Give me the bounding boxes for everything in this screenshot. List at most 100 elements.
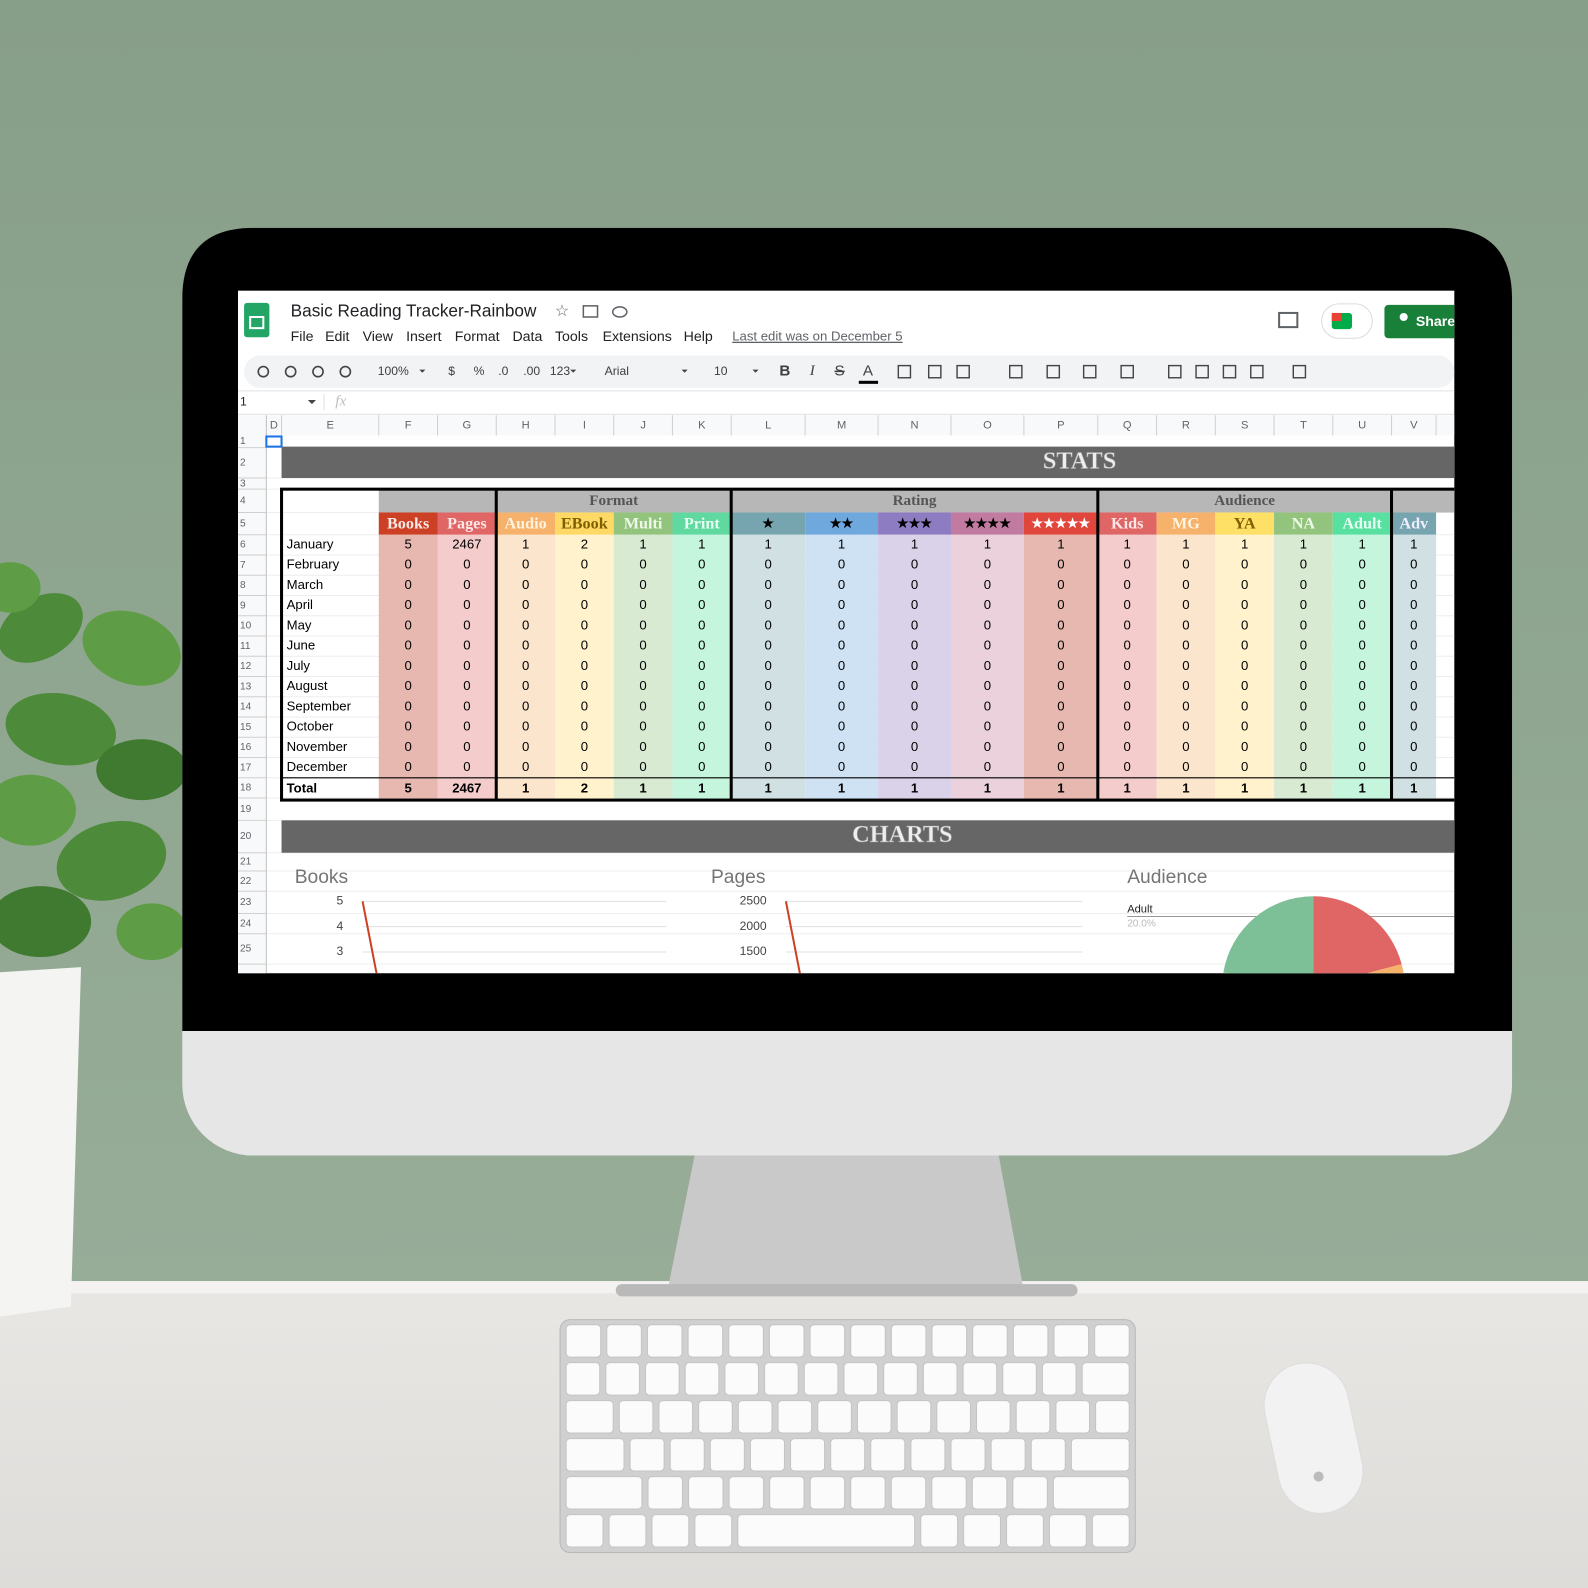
menu-item[interactable]: Help (684, 329, 713, 345)
key[interactable] (709, 1438, 745, 1472)
toolbar-decimal-increase[interactable]: .00 (523, 364, 540, 378)
name-box[interactable]: 1 (240, 394, 247, 408)
key[interactable] (698, 1400, 733, 1434)
key[interactable] (1002, 1362, 1037, 1396)
key[interactable] (688, 1476, 724, 1510)
menu-item[interactable]: Edit (325, 329, 349, 345)
toolbar-icon[interactable] (927, 364, 942, 379)
toolbar-bold[interactable]: B (779, 363, 790, 380)
share-button[interactable] (1384, 304, 1465, 339)
toolbar-text-color[interactable]: A (863, 363, 874, 380)
toolbar-icon[interactable] (1082, 364, 1097, 379)
key[interactable] (896, 1400, 932, 1434)
key[interactable] (647, 1476, 683, 1510)
toolbar-icon[interactable] (257, 365, 270, 378)
key[interactable] (669, 1438, 705, 1472)
key[interactable] (737, 1514, 916, 1548)
toolbar-percent[interactable]: % (474, 364, 485, 378)
key[interactable] (850, 1476, 886, 1510)
key[interactable] (694, 1514, 733, 1548)
key[interactable] (850, 1324, 886, 1358)
toolbar-strikethrough[interactable]: S (835, 363, 845, 380)
key[interactable] (931, 1476, 967, 1510)
document-title[interactable]: Basic Reading Tracker-Rainbow (291, 300, 537, 320)
toolbar-decimal-decrease[interactable]: .0 (498, 364, 508, 378)
menu-item[interactable]: View (363, 329, 394, 345)
key[interactable] (1041, 1362, 1077, 1396)
star-icon[interactable]: ☆ (555, 302, 570, 320)
toolbar-icon[interactable] (1168, 364, 1182, 379)
key[interactable] (618, 1400, 654, 1434)
key[interactable] (565, 1438, 625, 1472)
toolbar-italic[interactable]: I (809, 362, 816, 379)
toolbar-icon[interactable] (1222, 364, 1237, 379)
key[interactable] (963, 1514, 1001, 1548)
key[interactable] (684, 1362, 720, 1396)
key[interactable] (1055, 1400, 1091, 1434)
key[interactable] (764, 1362, 799, 1396)
toolbar-font-size[interactable]: 10 (714, 364, 728, 378)
move-icon[interactable] (582, 305, 599, 318)
key[interactable] (803, 1362, 839, 1396)
key[interactable] (768, 1324, 805, 1358)
key[interactable] (830, 1438, 866, 1472)
key[interactable] (883, 1362, 918, 1396)
key[interactable] (1052, 1476, 1130, 1510)
toolbar-icon[interactable] (312, 365, 324, 378)
key[interactable] (646, 1324, 683, 1358)
toolbar-icon[interactable] (1120, 364, 1134, 379)
key[interactable] (950, 1438, 986, 1472)
key[interactable] (972, 1324, 1008, 1358)
key[interactable] (936, 1400, 971, 1434)
menu-item[interactable]: Format (455, 329, 500, 345)
key[interactable] (1012, 1324, 1049, 1358)
menu-item[interactable]: Insert (406, 329, 441, 345)
key[interactable] (777, 1400, 813, 1434)
key[interactable] (769, 1476, 805, 1510)
key[interactable] (565, 1400, 614, 1434)
key[interactable] (728, 1324, 764, 1358)
toolbar-icon[interactable] (1009, 364, 1023, 379)
toolbar-icon[interactable] (897, 364, 912, 379)
key[interactable] (606, 1324, 642, 1358)
menu-item[interactable]: File (291, 329, 314, 345)
key[interactable] (920, 1514, 959, 1548)
key[interactable] (1094, 1324, 1130, 1358)
key[interactable] (1081, 1362, 1130, 1396)
toolbar-icon[interactable] (1195, 364, 1209, 379)
key[interactable] (565, 1324, 602, 1358)
key[interactable] (608, 1514, 647, 1548)
key[interactable] (870, 1438, 906, 1472)
toolbar-font[interactable]: Arial (605, 364, 629, 378)
key[interactable] (790, 1438, 826, 1472)
toolbar-zoom[interactable]: 100% (378, 364, 409, 378)
key[interactable] (565, 1476, 643, 1510)
toolbar-currency[interactable]: $ (448, 364, 455, 378)
menu-item[interactable]: Extensions (603, 329, 672, 345)
toolbar-icon[interactable] (339, 365, 352, 378)
key[interactable] (976, 1400, 1011, 1434)
key[interactable] (605, 1362, 640, 1396)
toolbar-icon[interactable] (956, 364, 970, 379)
key[interactable] (629, 1438, 665, 1472)
key[interactable] (843, 1362, 879, 1396)
toolbar-icon[interactable] (1046, 364, 1061, 379)
key[interactable] (890, 1476, 927, 1510)
key[interactable] (645, 1362, 680, 1396)
key[interactable] (1091, 1514, 1130, 1548)
key[interactable] (817, 1400, 852, 1434)
key[interactable] (651, 1514, 690, 1548)
key[interactable] (1095, 1400, 1130, 1434)
key[interactable] (990, 1438, 1026, 1472)
toolbar-icon[interactable] (1250, 364, 1264, 379)
key[interactable] (1070, 1438, 1130, 1472)
key[interactable] (922, 1362, 958, 1396)
key[interactable] (890, 1324, 927, 1358)
key[interactable] (971, 1476, 1008, 1510)
key[interactable] (737, 1400, 773, 1434)
key[interactable] (658, 1400, 694, 1434)
cloud-icon[interactable] (611, 306, 628, 318)
key[interactable] (910, 1438, 946, 1472)
comments-icon[interactable] (1278, 311, 1299, 329)
key[interactable] (1015, 1400, 1051, 1434)
